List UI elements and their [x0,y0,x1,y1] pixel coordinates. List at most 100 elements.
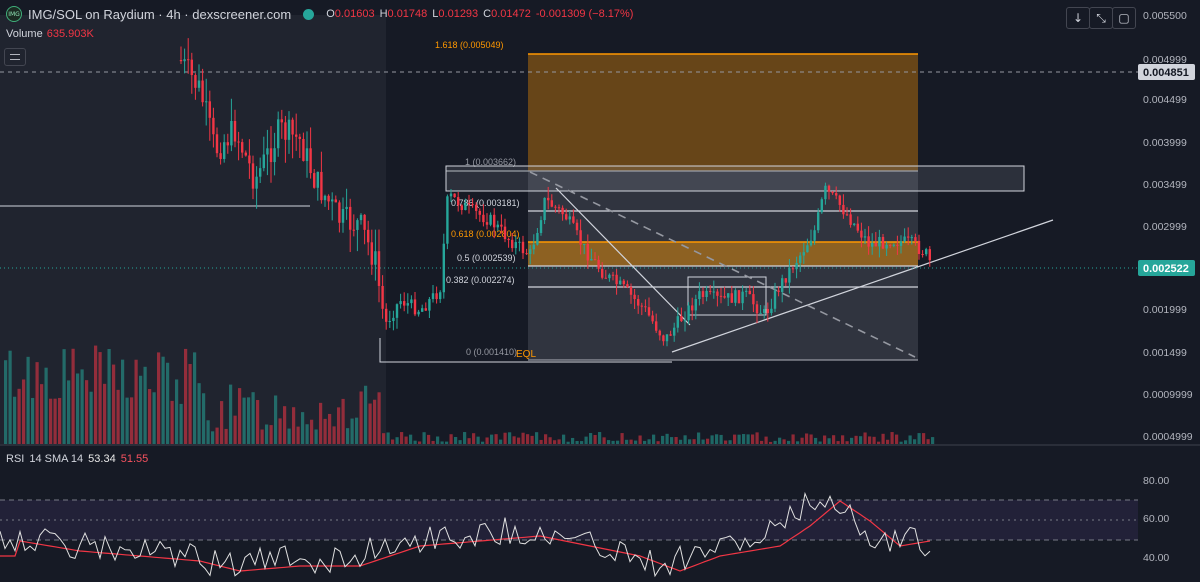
candle-body [687,305,690,321]
candle-body [367,229,370,243]
volume-bar [656,441,660,444]
volume-bar [130,397,134,444]
candle-body [842,204,845,215]
volume-bar [80,369,84,444]
candle-body [370,242,373,265]
candle-body [745,290,748,292]
volume-bar [823,435,827,444]
candle-body [579,230,582,245]
candle-body [287,119,291,140]
candle-body [572,216,575,223]
candle-body [655,321,658,331]
ohlc-item: O0.01603 [326,8,374,20]
volume-bar [184,348,188,444]
candle-body [410,299,413,304]
candle-body [298,136,301,139]
candle-body [212,117,215,135]
price-tick-label: 0.003499 [1143,179,1187,191]
candle-body [604,277,607,279]
ohlc-key: H [379,8,388,20]
volume-bar [674,437,678,444]
volume-bar [22,379,26,444]
candle-body [773,290,777,309]
volume-bar [98,352,102,444]
candle-body [338,202,341,223]
candle-body [907,236,910,238]
rsi-tick-label: 60.00 [1143,513,1169,525]
volume-bar [89,391,93,444]
volume-bar [859,436,863,444]
candle-body [676,316,679,328]
rsi-tick-label: 40.00 [1143,552,1169,564]
volume-bar [814,437,818,444]
candle-body [817,212,820,231]
candle-body [622,280,625,285]
volume-bar [539,439,543,444]
candle-body [673,327,676,336]
candle-body [921,254,924,256]
candle-body [680,316,683,322]
fib-level-label: 0.618 (0.002804) [451,229,520,239]
volume-bar [211,431,215,444]
ohlc-item: L0.01293 [432,8,478,20]
rsi-sma-line [0,500,931,572]
volume-bar [350,418,354,444]
volume-bar [602,437,606,444]
fib-level-label: 1 (0.003662) [465,157,516,167]
candle-body [439,292,442,300]
volume-bar [283,406,287,444]
candle-body [471,204,474,206]
volume-bar [746,434,750,444]
volume-bar [796,441,800,444]
volume-bar [881,433,885,444]
candle-body [406,303,409,306]
screenshot-button[interactable]: ▢ [1112,7,1136,29]
fib-level-label: 0.5 (0.002539) [457,253,516,263]
volume-bar [328,413,332,444]
fib-zone-golden [528,242,918,266]
candle-body [291,119,294,135]
candle-body [457,197,460,206]
volume-bar [494,434,498,444]
scroll-down-button[interactable]: ↓ [1066,7,1090,29]
price-tick-label: 0.0004999 [1143,431,1193,443]
volume-bar [643,440,647,444]
crosshair-price-label: 0.004851 [1143,67,1189,79]
candle-body [475,204,478,211]
volume-bar [485,437,489,444]
volume-bar [85,380,89,444]
fullscreen-button[interactable]: ⤡ [1089,7,1113,29]
candle-body [867,236,870,247]
candle-body [860,230,863,238]
candle-body [345,206,348,210]
arrow-down-icon: ↓ [1072,11,1084,25]
volume-bar [229,384,233,444]
volume-bar [733,434,737,444]
volume-bar [872,436,876,444]
candle-body [547,197,550,201]
candle-body [554,206,557,208]
candle-body [273,148,276,163]
volume-bar [854,435,858,444]
candle-body [277,119,280,149]
price-tick-label: 0.003999 [1143,137,1187,149]
volume-bar [215,427,219,444]
candle-body [518,241,521,243]
volume-bar [566,441,570,444]
volume-bar [233,415,237,444]
candle-body [925,249,928,255]
candle-body [597,259,600,269]
volume-bar [4,360,8,444]
volume-legend: Volume 635.903K [6,28,94,40]
volume-bar [611,440,615,444]
candle-body [431,293,435,300]
candle-body [712,291,715,293]
candle-body [835,193,838,196]
candle-body [763,309,766,313]
ohlc-key: O [326,8,335,20]
candle-body [615,274,618,285]
price-tick-label: 0.001999 [1143,304,1187,316]
volume-bar [845,441,849,444]
collapse-legend-button[interactable] [4,48,26,66]
